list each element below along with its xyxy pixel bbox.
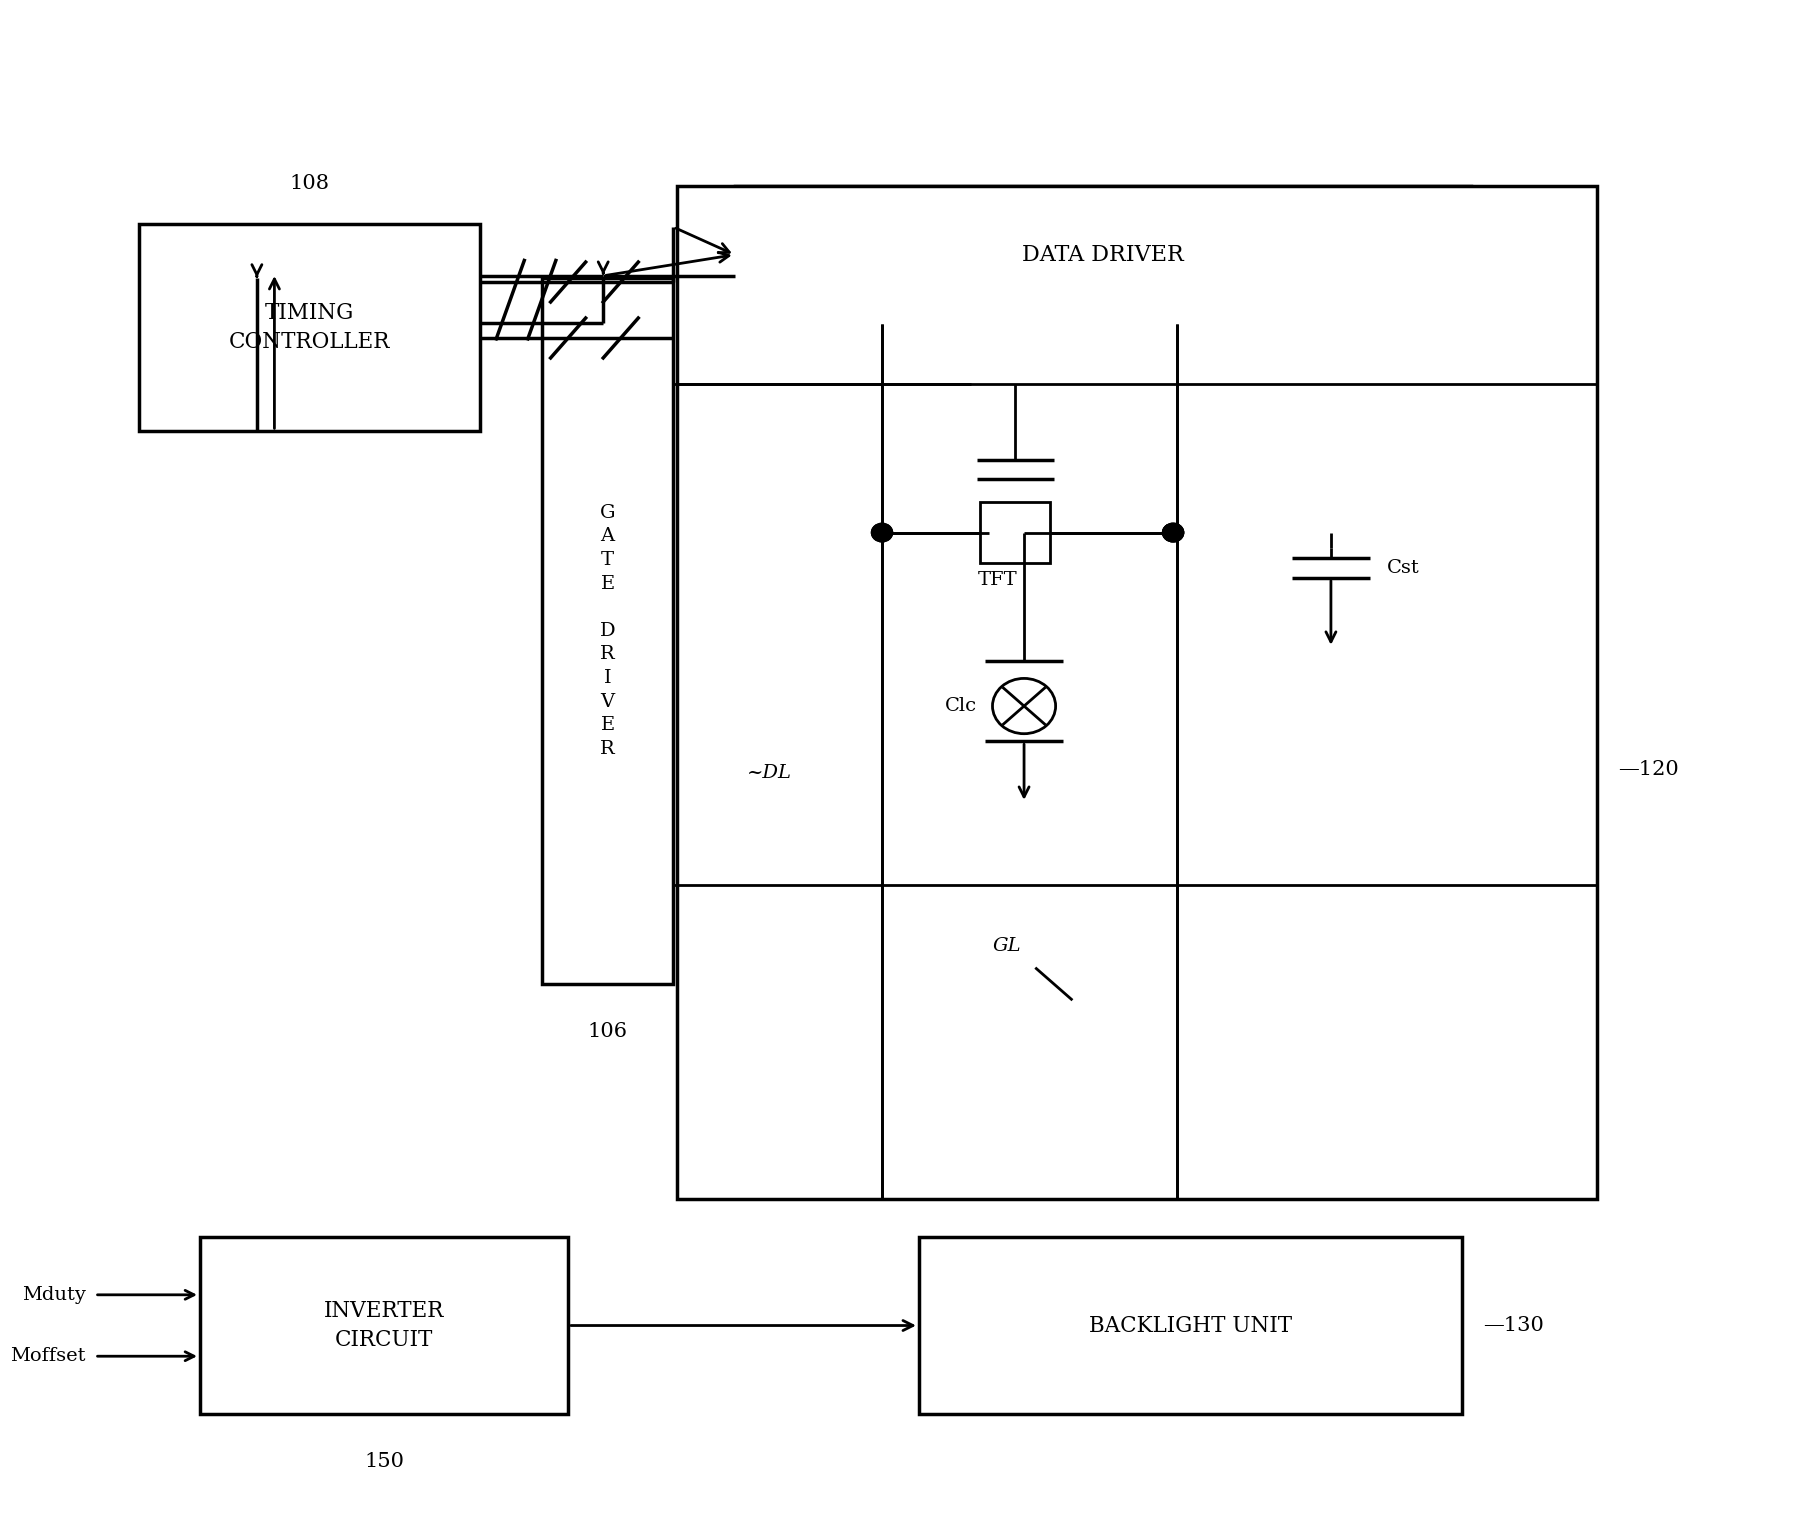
Text: —120: —120 [1619,760,1678,778]
Text: G
A
T
E
 
D
R
I
V
E
R: G A T E D R I V E R [600,504,615,758]
Text: Clc: Clc [945,697,978,715]
Text: BACKLIGHT UNIT: BACKLIGHT UNIT [1089,1315,1292,1337]
Circle shape [992,678,1055,734]
Text: Mduty: Mduty [22,1286,86,1304]
Bar [918,1237,1463,1413]
Circle shape [1163,523,1184,541]
Text: TFT: TFT [978,571,1017,589]
Circle shape [1163,523,1184,541]
Text: DATA DRIVER: DATA DRIVER [1022,243,1184,266]
Text: TIMING
CONTROLLER: TIMING CONTROLLER [228,303,390,354]
Bar [138,225,480,431]
Bar [543,278,674,984]
Bar [677,186,1598,1198]
Text: —104: —104 [1497,245,1558,265]
Text: ~DL: ~DL [748,764,792,783]
Text: 108: 108 [289,174,329,194]
Text: INVERTER
CIRCUIT: INVERTER CIRCUIT [323,1300,444,1350]
Circle shape [872,523,893,541]
Bar [199,1237,568,1413]
Text: 106: 106 [588,1023,627,1041]
Text: GL: GL [992,937,1021,955]
Text: Cst: Cst [1387,558,1420,577]
Text: Moffset: Moffset [11,1347,86,1366]
Circle shape [872,523,893,541]
Circle shape [1163,523,1184,541]
Bar [735,186,1472,325]
Text: 150: 150 [365,1452,404,1472]
Bar [979,501,1051,563]
Text: —130: —130 [1484,1317,1544,1335]
